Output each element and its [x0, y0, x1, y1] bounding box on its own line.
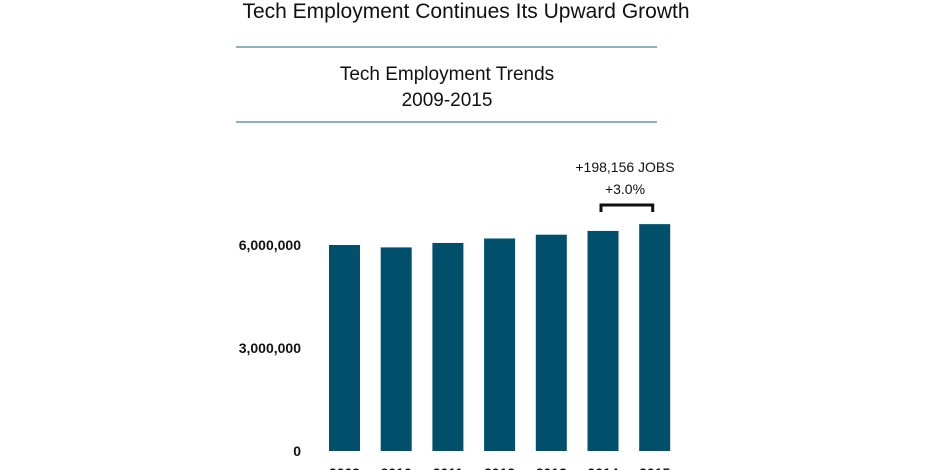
x-tick-label: 2013 [536, 465, 567, 470]
x-tick-label: 2015 [639, 465, 670, 470]
bar-2011 [432, 242, 464, 451]
chart-title: Tech Employment Trends [340, 64, 554, 85]
y-axis: 0 3,000,000 6,000,000 [239, 237, 302, 459]
x-tick-label: 2010 [381, 465, 412, 470]
bar-2010 [380, 247, 412, 451]
annotation-percent-label: +3.0% [605, 181, 645, 197]
x-axis: 2009 2010 2011 2012 2013 2014 2015 [329, 465, 671, 470]
bars-group [329, 224, 671, 451]
bar-2012 [484, 238, 516, 451]
page-headline: Tech Employment Continues Its Upward Gro… [242, 0, 690, 23]
bar-2013 [535, 234, 567, 451]
bar-2009 [329, 245, 360, 451]
x-tick-label: 2014 [587, 465, 618, 470]
annotation-jobs-label: +198,156 JOBS [575, 159, 674, 175]
annotation-bracket [599, 203, 655, 212]
y-tick-label: 3,000,000 [239, 340, 301, 356]
bar-2015 [639, 224, 671, 451]
x-tick-label: 2011 [433, 465, 464, 470]
x-tick-label: 2009 [329, 465, 360, 470]
x-tick-label: 2012 [484, 465, 515, 470]
chart-subtitle: 2009-2015 [402, 90, 493, 111]
y-tick-label: 6,000,000 [239, 237, 301, 253]
bar-2014 [587, 230, 619, 451]
growth-annotation: +198,156 JOBS +3.0% [575, 159, 675, 212]
y-tick-label: 0 [293, 443, 301, 459]
